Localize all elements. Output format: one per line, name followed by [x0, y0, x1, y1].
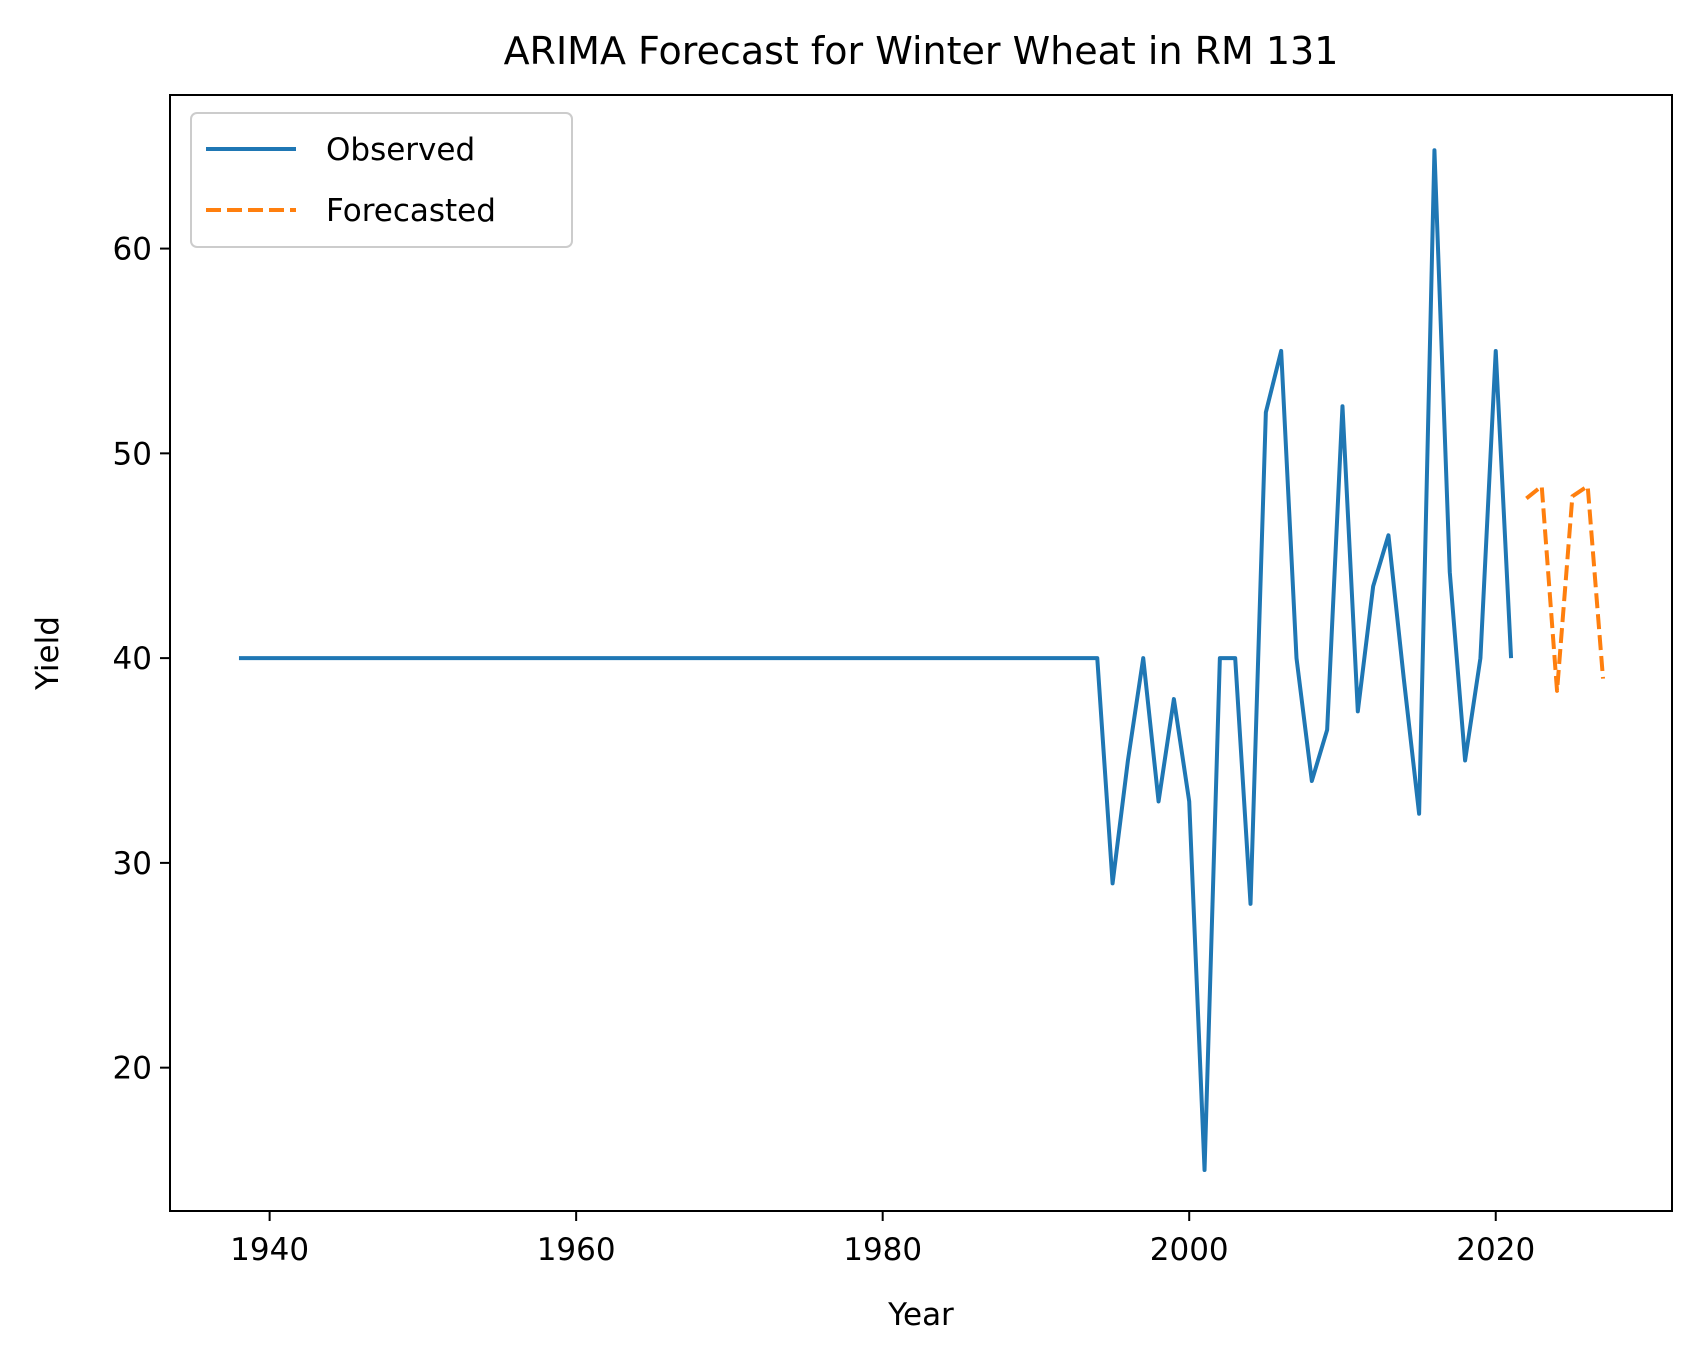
legend-label-forecasted: Forecasted	[326, 193, 496, 229]
series-layer	[238, 148, 1606, 1173]
chart-title: ARIMA Forecast for Winter Wheat in RM 13…	[504, 29, 1339, 73]
x-axis: 1940 1960 1980 2000 2020	[230, 1211, 1535, 1268]
legend-label-observed: Observed	[326, 132, 475, 168]
y-tick-label: 20	[113, 1051, 152, 1087]
x-tick-label: 2000	[1150, 1232, 1229, 1268]
legend-box	[190, 112, 573, 248]
plot-area	[169, 94, 1673, 1212]
y-tick-label: 60	[113, 232, 152, 268]
series-line-forecasted	[1525, 484, 1606, 693]
legend: Observed Forecasted	[190, 112, 573, 248]
y-tick-label: 40	[113, 641, 152, 677]
y-axis: 20 30 40 50 60	[113, 232, 170, 1087]
y-tick-label: 30	[113, 846, 152, 882]
series-line-observed	[238, 148, 1514, 1173]
x-axis-label: Year	[887, 1297, 954, 1333]
x-tick-label: 2020	[1456, 1232, 1535, 1268]
x-tick-label: 1960	[537, 1232, 616, 1268]
plot-frame	[169, 94, 1673, 1212]
x-tick-label: 1980	[843, 1232, 922, 1268]
x-tick-label: 1940	[230, 1232, 309, 1268]
y-axis-label: Yield	[30, 616, 66, 691]
y-tick-label: 50	[113, 436, 152, 472]
